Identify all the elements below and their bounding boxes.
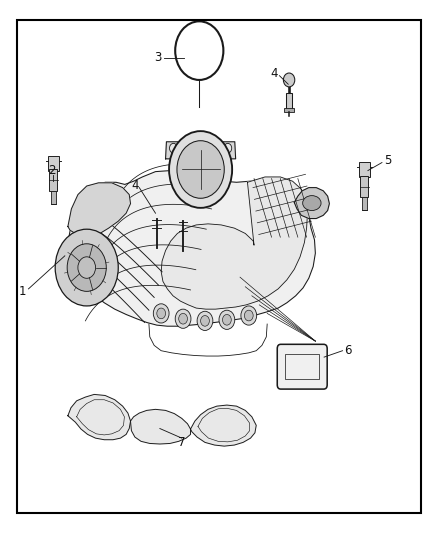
Circle shape xyxy=(67,244,106,292)
Polygon shape xyxy=(166,142,236,159)
Polygon shape xyxy=(68,394,131,440)
Circle shape xyxy=(241,306,257,325)
Circle shape xyxy=(157,308,166,319)
Circle shape xyxy=(224,143,232,153)
Circle shape xyxy=(177,141,224,198)
Bar xyxy=(362,197,367,210)
Circle shape xyxy=(223,314,231,325)
Circle shape xyxy=(170,143,177,153)
Polygon shape xyxy=(294,188,329,219)
Polygon shape xyxy=(68,183,131,236)
Bar xyxy=(286,93,292,109)
Polygon shape xyxy=(191,405,256,446)
Text: 6: 6 xyxy=(344,344,352,357)
Text: 4: 4 xyxy=(270,67,278,80)
Bar xyxy=(51,191,56,204)
Ellipse shape xyxy=(303,196,321,211)
Text: 3: 3 xyxy=(154,51,161,64)
Polygon shape xyxy=(131,409,191,444)
Circle shape xyxy=(179,313,187,324)
Text: 5: 5 xyxy=(385,155,392,167)
Bar xyxy=(284,108,294,112)
Bar xyxy=(360,176,368,197)
Text: 7: 7 xyxy=(178,436,186,449)
Bar xyxy=(49,169,57,191)
Text: 2: 2 xyxy=(48,164,56,177)
Text: 1: 1 xyxy=(19,285,27,298)
Bar xyxy=(285,354,319,379)
Circle shape xyxy=(244,310,253,321)
Circle shape xyxy=(175,309,191,328)
Circle shape xyxy=(201,316,209,326)
Circle shape xyxy=(219,310,235,329)
Circle shape xyxy=(55,229,118,306)
Circle shape xyxy=(197,311,213,330)
Bar xyxy=(48,156,59,171)
Circle shape xyxy=(78,257,95,278)
Circle shape xyxy=(153,304,169,323)
Polygon shape xyxy=(68,171,315,326)
Text: 4: 4 xyxy=(131,179,139,192)
FancyBboxPatch shape xyxy=(277,344,327,389)
Circle shape xyxy=(169,131,232,208)
Polygon shape xyxy=(161,177,307,309)
Circle shape xyxy=(283,73,295,87)
Bar xyxy=(359,162,370,177)
